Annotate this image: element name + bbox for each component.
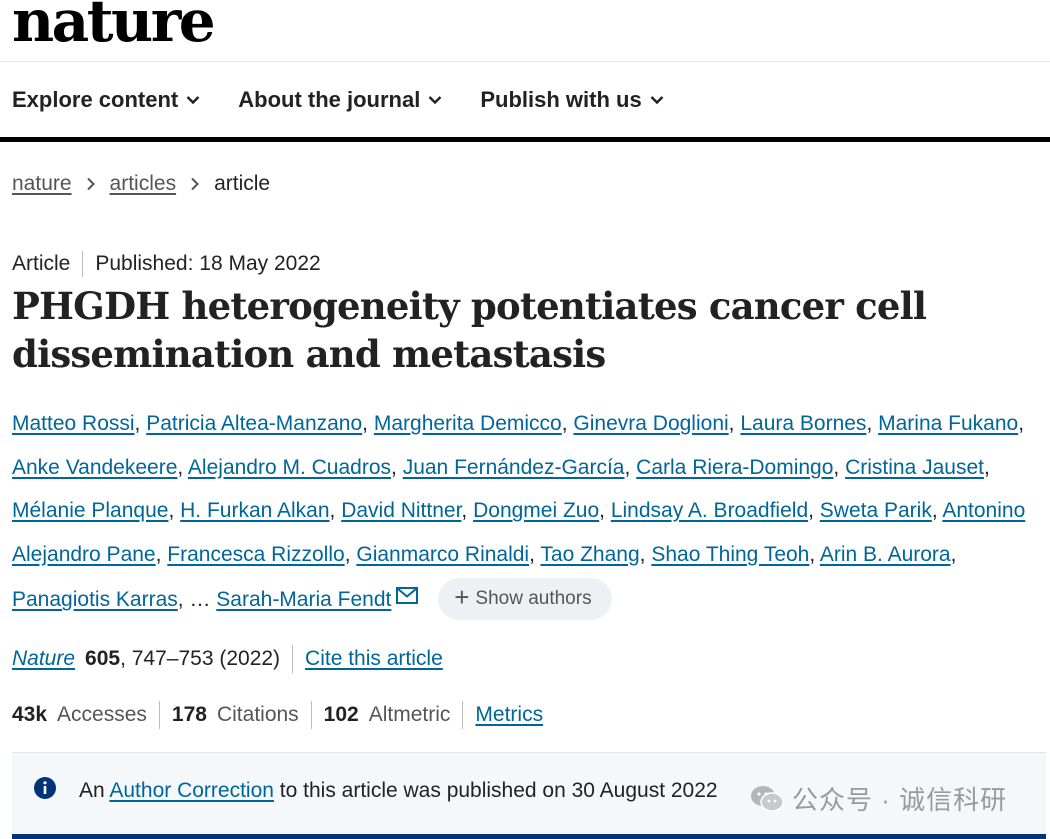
notice-prefix: An xyxy=(79,779,105,802)
citations-count: 178 xyxy=(171,703,207,726)
author-ellipsis: … xyxy=(189,588,211,612)
author-link[interactable]: Shao Thing Teoh xyxy=(651,542,810,566)
accesses-label: Accesses xyxy=(57,703,147,726)
breadcrumb-nature[interactable]: nature xyxy=(12,172,72,195)
breadcrumb-current: article xyxy=(214,172,271,195)
watermark-text: 公众号 · 诚信科研 xyxy=(792,785,1008,815)
pages-year: , 747–753 (2022) xyxy=(120,647,281,670)
watermark: 公众号 · 诚信科研 xyxy=(750,780,1007,817)
author-link[interactable]: Margherita Demicco xyxy=(373,412,562,435)
author-link[interactable]: Laura Bornes xyxy=(740,412,867,435)
breadcrumb: nature articles article xyxy=(12,172,270,196)
chevron-down-icon xyxy=(428,95,442,104)
author-link[interactable]: H. Furkan Alkan xyxy=(180,499,330,523)
author-link[interactable]: Gianmarco Rinaldi xyxy=(356,542,530,566)
notice-suffix: to this article was published on 30 Augu… xyxy=(279,779,718,802)
author-link[interactable]: Mélanie Planque xyxy=(12,499,169,523)
author-link[interactable]: Anke Vandekeere xyxy=(12,455,178,479)
volume: 605 xyxy=(85,647,121,670)
author-link[interactable]: Carla Riera-Domingo xyxy=(636,455,834,479)
chevron-down-icon xyxy=(650,95,664,104)
altmetric-score: 102 xyxy=(323,703,359,726)
wechat-icon xyxy=(751,785,784,812)
notice-text: An Author Correction to this article was… xyxy=(79,779,718,803)
author-link[interactable]: David Nittner xyxy=(341,499,462,523)
citation-line: Nature 605 , 747–753 (2022) Cite this ar… xyxy=(12,645,443,673)
cite-this-article-link[interactable]: Cite this article xyxy=(305,647,443,670)
author-link[interactable]: Ginevra Doglioni xyxy=(573,412,729,435)
main-nav: Explore content About the journal Publis… xyxy=(0,62,1050,142)
divider xyxy=(462,701,464,729)
nature-logo[interactable]: nature xyxy=(12,0,216,55)
masthead: nature xyxy=(0,0,1050,62)
chevron-right-icon xyxy=(86,177,96,191)
nav-label: About the journal xyxy=(238,86,421,112)
plus-icon: + xyxy=(454,581,470,612)
author-link[interactable]: Marina Fukano xyxy=(878,412,1019,435)
author-link[interactable]: Lindsay A. Broadfield xyxy=(610,499,809,523)
published-date: Published: 18 May 2022 xyxy=(95,252,321,275)
author-link[interactable]: Sweta Parik xyxy=(819,499,932,523)
nav-label: Publish with us xyxy=(480,86,642,112)
mail-icon[interactable] xyxy=(396,576,419,620)
altmetric-label: Altmetric xyxy=(368,703,451,726)
nav-publish-with-us[interactable]: Publish with us xyxy=(480,86,664,113)
author-link[interactable]: Antonino Alejandro Pane xyxy=(12,499,1026,566)
divider xyxy=(82,251,84,277)
show-authors-label: Show authors xyxy=(475,588,592,610)
chevron-right-icon xyxy=(190,177,200,191)
nav-about-journal[interactable]: About the journal xyxy=(238,87,442,113)
info-icon xyxy=(34,777,56,804)
divider xyxy=(292,645,294,673)
author-link[interactable]: Patricia Altea-Manzano xyxy=(146,412,363,435)
article-title: PHGDH heterogeneity potentiates cancer c… xyxy=(12,284,927,376)
author-link[interactable]: Dongmei Zuo xyxy=(473,499,600,523)
author-link[interactable]: Arin B. Aurora xyxy=(819,542,951,566)
author-link[interactable]: Matteo Rossi xyxy=(12,412,135,435)
author-correction-notice: An Author Correction to this article was… xyxy=(12,752,1046,839)
metrics-bar: 43k Accesses 178 Citations 102 Altmetric… xyxy=(12,701,543,729)
nav-explore-content[interactable]: Explore content xyxy=(12,87,200,113)
author-link[interactable]: Alejandro M. Cuadros xyxy=(187,455,392,479)
breadcrumb-articles[interactable]: articles xyxy=(109,172,177,195)
metrics-link[interactable]: Metrics xyxy=(475,703,544,726)
author-link[interactable]: Panagiotis Karras xyxy=(12,588,178,612)
article-meta: Article Published: 18 May 2022 xyxy=(12,251,321,277)
author-link[interactable]: Tao Zhang xyxy=(540,542,640,566)
author-link[interactable]: Juan Fernández-García xyxy=(402,455,625,479)
accesses-count: 43k xyxy=(12,703,48,726)
citations-label: Citations xyxy=(216,703,299,726)
nav-label: Explore content xyxy=(12,86,179,112)
chevron-down-icon xyxy=(186,95,200,104)
article-type: Article xyxy=(12,252,71,275)
divider xyxy=(310,701,312,729)
show-authors-button[interactable]: + Show authors xyxy=(438,577,612,620)
author-link[interactable]: Cristina Jauset xyxy=(845,455,984,479)
journal-link[interactable]: Nature xyxy=(12,647,76,670)
author-link[interactable]: Francesca Rizzollo xyxy=(167,542,345,566)
author-list: Matteo Rossi, Patricia Altea-Manzano, Ma… xyxy=(12,402,1042,622)
corresponding-author-link[interactable]: Sarah-Maria Fendt xyxy=(216,588,392,612)
divider xyxy=(158,701,160,729)
author-correction-link[interactable]: Author Correction xyxy=(109,779,274,802)
